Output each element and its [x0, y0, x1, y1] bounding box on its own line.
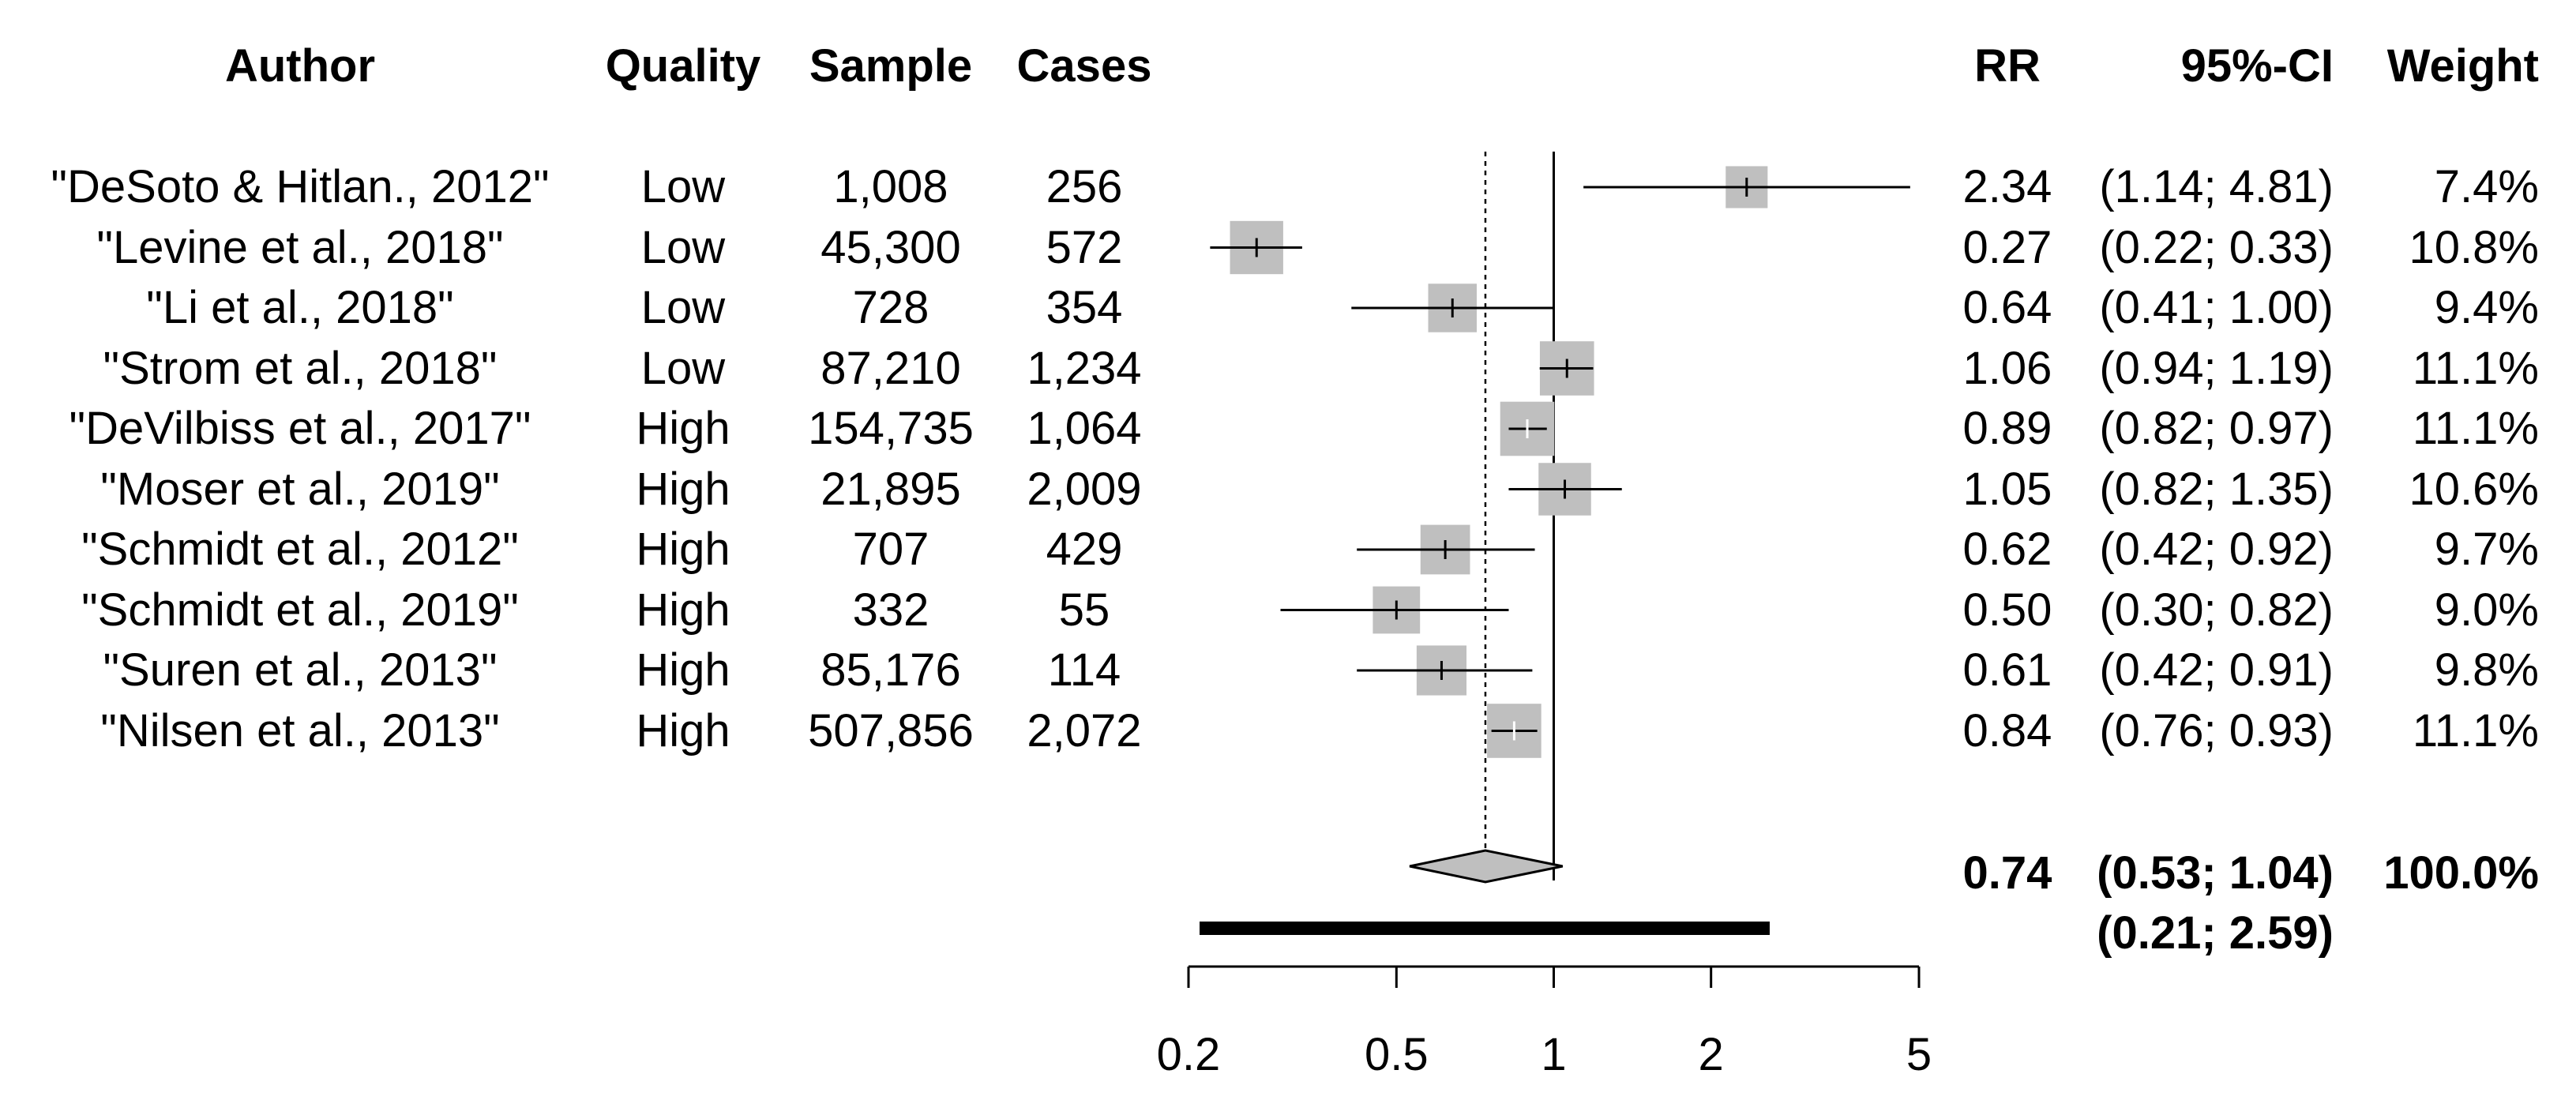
header-sample: Sample	[809, 40, 973, 92]
study-weight: 11.1%	[2412, 342, 2539, 394]
study-sample: 154,735	[808, 403, 974, 454]
study-cases: 1,234	[1027, 342, 1142, 394]
header-author: Author	[224, 40, 376, 92]
study-cases: 572	[1046, 221, 1123, 273]
study-ci: (0.82; 1.35)	[2099, 463, 2334, 515]
study-cases: 2,072	[1027, 704, 1142, 756]
study-weight: 10.6%	[2409, 463, 2539, 515]
study-ci: (1.14; 4.81)	[2099, 161, 2334, 212]
study-weight: 7.4%	[2434, 161, 2539, 212]
study-sample: 85,176	[820, 644, 961, 696]
study-rr: 0.64	[1962, 282, 2052, 333]
study-cases: 114	[1047, 644, 1121, 696]
header-cases: Cases	[1016, 40, 1152, 92]
header-ci: 95%-CI	[2180, 40, 2334, 92]
study-weight: 11.1%	[2412, 403, 2539, 454]
study-ci: (0.42; 0.92)	[2099, 524, 2334, 575]
study-cases: 1,064	[1027, 403, 1142, 454]
study-author: "Suren et al., 2013"	[103, 644, 498, 696]
x-axis-tick-label: 2	[1699, 1029, 1724, 1080]
x-axis-tick-label: 0.2	[1157, 1029, 1221, 1080]
study-weight: 9.8%	[2434, 644, 2539, 696]
study-author: "Li et al., 2018"	[146, 282, 454, 333]
prediction-interval-bar	[1200, 922, 1770, 935]
study-cases: 256	[1046, 161, 1123, 212]
study-quality: High	[636, 524, 730, 575]
study-author: "Nilsen et al., 2013"	[100, 704, 500, 756]
study-rr: 0.61	[1962, 644, 2052, 696]
pooled-weight: 100.0%	[2383, 847, 2539, 899]
study-quality: Low	[640, 282, 726, 333]
study-rr: 1.05	[1962, 463, 2052, 515]
study-author: "Schmidt et al., 2019"	[81, 584, 519, 636]
study-quality: High	[636, 704, 730, 756]
study-ci: (0.22; 0.33)	[2099, 221, 2334, 273]
study-cases: 354	[1046, 282, 1123, 333]
study-quality: High	[636, 403, 730, 454]
study-cases: 429	[1046, 524, 1123, 575]
study-rr: 0.84	[1962, 704, 2052, 756]
study-weight: 9.0%	[2434, 584, 2539, 636]
pooled-diamond	[1409, 849, 1564, 884]
study-cases: 55	[1058, 584, 1110, 636]
study-sample: 332	[852, 584, 929, 636]
x-axis-tick-label: 1	[1541, 1029, 1566, 1080]
study-cases: 2,009	[1027, 463, 1142, 515]
study-weight: 9.7%	[2434, 524, 2539, 575]
study-ci: (0.41; 1.00)	[2099, 282, 2334, 333]
study-weight: 9.4%	[2434, 282, 2539, 333]
header-weight: Weight	[2386, 40, 2539, 92]
study-quality: Low	[640, 221, 726, 273]
study-author: "DeVilbiss et al., 2017"	[69, 403, 531, 454]
x-axis-tick-label: 5	[1906, 1029, 1932, 1080]
study-rr: 1.06	[1962, 342, 2052, 394]
study-sample: 1,008	[833, 161, 948, 212]
x-axis-tick-label: 0.5	[1365, 1029, 1429, 1080]
study-ci: (0.82; 0.97)	[2099, 403, 2334, 454]
study-sample: 87,210	[820, 342, 961, 394]
study-author: "Strom et al., 2018"	[103, 342, 498, 394]
study-ci: (0.30; 0.82)	[2099, 584, 2334, 636]
pooled-rr: 0.74	[1962, 847, 2052, 899]
study-sample: 728	[852, 282, 929, 333]
study-rr: 0.27	[1962, 221, 2052, 273]
study-author: "Schmidt et al., 2012"	[81, 524, 519, 575]
study-author: "Moser et al., 2019"	[100, 463, 500, 515]
study-quality: Low	[640, 161, 726, 212]
study-rr: 0.50	[1962, 584, 2052, 636]
study-weight: 10.8%	[2409, 221, 2539, 273]
prediction-interval-ci: (0.21; 2.59)	[2097, 907, 2334, 959]
pooled-ci: (0.53; 1.04)	[2097, 847, 2334, 899]
study-ci: (0.94; 1.19)	[2099, 342, 2334, 394]
study-sample: 507,856	[808, 704, 974, 756]
study-rr: 0.62	[1962, 524, 2052, 575]
study-quality: High	[636, 463, 730, 515]
study-sample: 707	[852, 524, 929, 575]
study-quality: High	[636, 644, 730, 696]
header-quality: Quality	[605, 40, 761, 92]
study-ci: (0.42; 0.91)	[2099, 644, 2334, 696]
study-quality: Low	[640, 342, 726, 394]
study-sample: 21,895	[820, 463, 961, 515]
study-weight: 11.1%	[2412, 704, 2539, 756]
header-rr: RR	[1974, 40, 2041, 92]
study-author: "DeSoto & Hitlan., 2012"	[51, 161, 550, 212]
study-quality: High	[636, 584, 730, 636]
study-ci: (0.76; 0.93)	[2099, 704, 2334, 756]
study-author: "Levine et al., 2018"	[96, 221, 504, 273]
study-sample: 45,300	[820, 221, 961, 273]
study-rr: 2.34	[1962, 161, 2052, 212]
study-rr: 0.89	[1962, 403, 2052, 454]
